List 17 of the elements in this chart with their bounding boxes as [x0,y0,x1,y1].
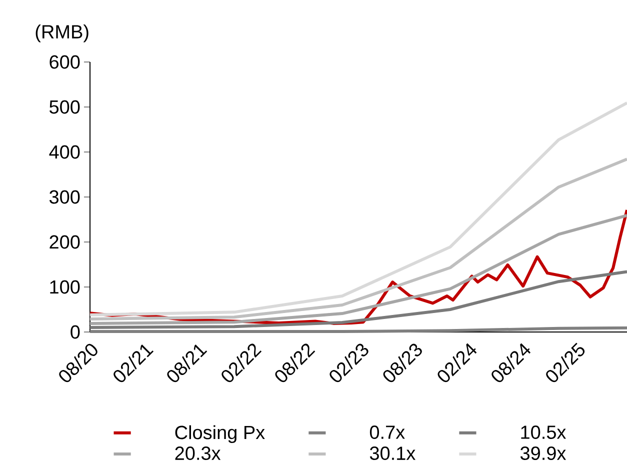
y-axis-title: (RMB) [36,24,88,42]
y-tick-label: 0 [70,325,80,339]
y-tick-label: 200 [50,235,80,249]
y-tick-label: 100 [50,280,80,294]
y-tick-label: 600 [50,55,80,69]
legend-label: Closing Px [175,425,265,443]
legend-label: 20.3x [175,446,221,460]
line-series [88,158,627,320]
y-tick-label: 500 [50,100,80,114]
y-tick-label: 300 [49,190,80,204]
y-tick-label: 400 [49,145,80,159]
line-series [88,101,627,316]
line-series [88,270,627,329]
legend-label: 0.7x [370,426,405,439]
legend-label: 10.5x [521,426,566,439]
legend-label: 30.1x [370,446,416,460]
legend-label: 39.9x [520,446,566,460]
